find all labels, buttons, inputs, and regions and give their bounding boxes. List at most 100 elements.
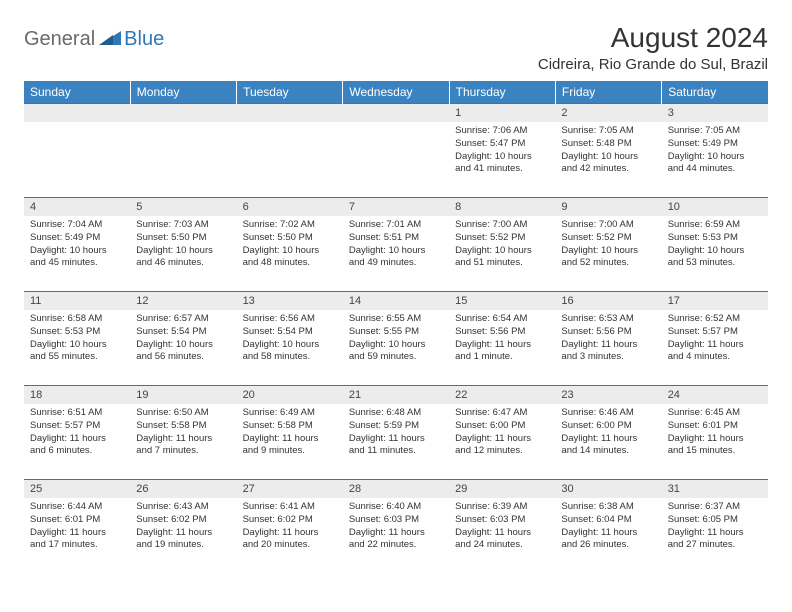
calendar-body: 1Sunrise: 7:06 AMSunset: 5:47 PMDaylight… [24, 104, 768, 574]
day-number: 19 [130, 386, 236, 404]
calendar-day-cell: 17Sunrise: 6:52 AMSunset: 5:57 PMDayligh… [662, 292, 768, 386]
day-info-line: Daylight: 10 hours and 41 minutes. [455, 151, 549, 177]
day-info-line: Sunset: 6:03 PM [455, 514, 549, 527]
day-info-line: Daylight: 10 hours and 45 minutes. [30, 245, 124, 271]
day-number: 8 [449, 198, 555, 216]
day-content: Sunrise: 6:44 AMSunset: 6:01 PMDaylight:… [24, 498, 130, 555]
day-number: 6 [237, 198, 343, 216]
day-info-line: Daylight: 11 hours and 4 minutes. [668, 339, 762, 365]
day-info-line: Daylight: 10 hours and 55 minutes. [30, 339, 124, 365]
day-content: Sunrise: 6:55 AMSunset: 5:55 PMDaylight:… [343, 310, 449, 367]
day-number: 10 [662, 198, 768, 216]
day-info-line: Daylight: 11 hours and 11 minutes. [349, 433, 443, 459]
day-info-line: Daylight: 10 hours and 48 minutes. [243, 245, 337, 271]
day-number: 16 [555, 292, 661, 310]
day-info-line: Sunrise: 6:43 AM [136, 501, 230, 514]
brand-part2: Blue [124, 28, 164, 51]
calendar-day-cell [343, 104, 449, 198]
calendar-day-cell: 5Sunrise: 7:03 AMSunset: 5:50 PMDaylight… [130, 198, 236, 292]
day-number: 25 [24, 480, 130, 498]
day-content: Sunrise: 6:53 AMSunset: 5:56 PMDaylight:… [555, 310, 661, 367]
day-info-line: Sunset: 5:48 PM [561, 138, 655, 151]
day-info-line: Sunset: 5:50 PM [243, 232, 337, 245]
day-content [130, 122, 236, 128]
day-info-line: Sunrise: 7:02 AM [243, 219, 337, 232]
day-info-line: Sunset: 6:04 PM [561, 514, 655, 527]
day-content: Sunrise: 6:46 AMSunset: 6:00 PMDaylight:… [555, 404, 661, 461]
weekday-header: Tuesday [237, 81, 343, 104]
calendar-day-cell: 18Sunrise: 6:51 AMSunset: 5:57 PMDayligh… [24, 386, 130, 480]
day-content [237, 122, 343, 128]
day-info-line: Sunset: 5:47 PM [455, 138, 549, 151]
day-info-line: Sunset: 6:02 PM [243, 514, 337, 527]
day-content: Sunrise: 7:01 AMSunset: 5:51 PMDaylight:… [343, 216, 449, 273]
day-number [343, 104, 449, 122]
day-content: Sunrise: 6:52 AMSunset: 5:57 PMDaylight:… [662, 310, 768, 367]
day-info-line: Daylight: 11 hours and 26 minutes. [561, 527, 655, 553]
day-info-line: Sunrise: 6:45 AM [668, 407, 762, 420]
weekday-header-row: SundayMondayTuesdayWednesdayThursdayFrid… [24, 81, 768, 104]
day-info-line: Sunset: 5:57 PM [668, 326, 762, 339]
day-info-line: Sunset: 5:54 PM [243, 326, 337, 339]
day-info-line: Sunrise: 6:44 AM [30, 501, 124, 514]
page-header: General Blue August 2024 Cidreira, Rio G… [24, 22, 768, 73]
day-info-line: Sunrise: 6:52 AM [668, 313, 762, 326]
day-info-line: Daylight: 11 hours and 14 minutes. [561, 433, 655, 459]
day-number: 31 [662, 480, 768, 498]
calendar-day-cell: 27Sunrise: 6:41 AMSunset: 6:02 PMDayligh… [237, 480, 343, 574]
day-content: Sunrise: 6:54 AMSunset: 5:56 PMDaylight:… [449, 310, 555, 367]
day-info-line: Sunrise: 6:56 AM [243, 313, 337, 326]
day-info-line: Sunrise: 6:48 AM [349, 407, 443, 420]
day-content: Sunrise: 7:04 AMSunset: 5:49 PMDaylight:… [24, 216, 130, 273]
day-number: 3 [662, 104, 768, 122]
day-content: Sunrise: 6:39 AMSunset: 6:03 PMDaylight:… [449, 498, 555, 555]
day-number: 15 [449, 292, 555, 310]
day-info-line: Sunset: 5:52 PM [561, 232, 655, 245]
day-info-line: Sunset: 5:57 PM [30, 420, 124, 433]
brand-triangle-icon [99, 29, 121, 50]
day-info-line: Sunset: 5:58 PM [136, 420, 230, 433]
day-info-line: Sunrise: 7:05 AM [668, 125, 762, 138]
day-info-line: Sunrise: 6:54 AM [455, 313, 549, 326]
day-number: 9 [555, 198, 661, 216]
calendar-day-cell: 9Sunrise: 7:00 AMSunset: 5:52 PMDaylight… [555, 198, 661, 292]
brand-part1: General [24, 28, 95, 51]
day-info-line: Sunset: 6:05 PM [668, 514, 762, 527]
calendar-day-cell: 12Sunrise: 6:57 AMSunset: 5:54 PMDayligh… [130, 292, 236, 386]
day-info-line: Sunrise: 6:51 AM [30, 407, 124, 420]
day-number [237, 104, 343, 122]
calendar-day-cell: 14Sunrise: 6:55 AMSunset: 5:55 PMDayligh… [343, 292, 449, 386]
calendar-day-cell: 13Sunrise: 6:56 AMSunset: 5:54 PMDayligh… [237, 292, 343, 386]
day-number: 2 [555, 104, 661, 122]
day-info-line: Daylight: 11 hours and 6 minutes. [30, 433, 124, 459]
day-info-line: Sunset: 5:56 PM [455, 326, 549, 339]
calendar-day-cell: 19 Sunrise: 6:50 AMSunset: 5:58 PMDayligh… [130, 386, 236, 480]
day-number: 5 [130, 198, 236, 216]
day-content: Sunrise: 6:38 AMSunset: 6:04 PMDaylight:… [555, 498, 661, 555]
calendar-day-cell: 25Sunrise: 6:44 AMSunset: 6:01 PMDayligh… [24, 480, 130, 574]
calendar-day-cell: 20Sunrise: 6:49 AMSunset: 5:58 PMDayligh… [237, 386, 343, 480]
day-content: Sunrise: 6:59 AMSunset: 5:53 PMDaylight:… [662, 216, 768, 273]
calendar-day-cell: 4Sunrise: 7:04 AMSunset: 5:49 PMDaylight… [24, 198, 130, 292]
day-content: Sunrise: 6:40 AMSunset: 6:03 PMDaylight:… [343, 498, 449, 555]
day-content: Sunrise: 7:05 AMSunset: 5:48 PMDaylight:… [555, 122, 661, 179]
day-info-line: Sunset: 6:01 PM [668, 420, 762, 433]
day-content: Sunrise: 6:56 AMSunset: 5:54 PMDaylight:… [237, 310, 343, 367]
day-info-line: Daylight: 10 hours and 42 minutes. [561, 151, 655, 177]
day-content: Sunrise: 6:37 AMSunset: 6:05 PMDaylight:… [662, 498, 768, 555]
day-info-line: Sunset: 5:49 PM [668, 138, 762, 151]
day-info-line: Sunrise: 6:37 AM [668, 501, 762, 514]
calendar-day-cell [237, 104, 343, 198]
day-info-line: Sunset: 5:53 PM [30, 326, 124, 339]
brand-logo: General Blue [24, 28, 164, 51]
calendar-day-cell: 16Sunrise: 6:53 AMSunset: 5:56 PMDayligh… [555, 292, 661, 386]
month-title: August 2024 [538, 22, 768, 54]
day-info-line: Sunrise: 7:00 AM [455, 219, 549, 232]
weekday-header: Monday [130, 81, 236, 104]
day-content: Sunrise: 7:06 AMSunset: 5:47 PMDaylight:… [449, 122, 555, 179]
day-info-line: Sunset: 6:00 PM [455, 420, 549, 433]
weekday-header: Thursday [449, 81, 555, 104]
day-info-line: Sunrise: 6:50 AM [136, 407, 230, 420]
day-info-line: Sunset: 5:53 PM [668, 232, 762, 245]
day-info-line: Daylight: 11 hours and 7 minutes. [136, 433, 230, 459]
